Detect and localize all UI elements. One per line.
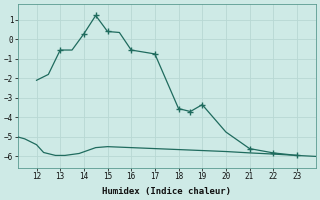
X-axis label: Humidex (Indice chaleur): Humidex (Indice chaleur) <box>102 187 231 196</box>
